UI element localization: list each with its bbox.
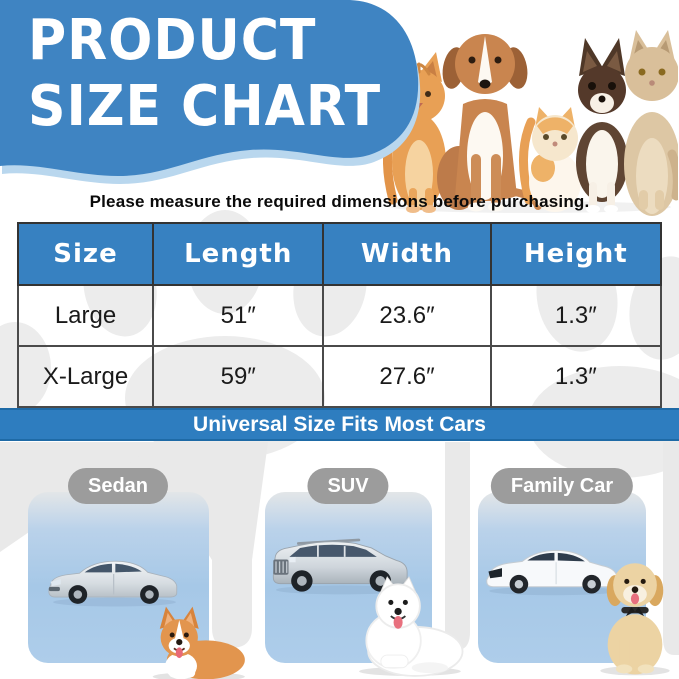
golden-retriever-puppy-icon [600,563,670,676]
cream-cat-photo [624,30,678,216]
cell-length: 59″ [152,345,325,408]
suv-car-icon [272,538,408,595]
cell-width: 27.6″ [322,345,492,408]
column-header-width: Width [322,222,492,286]
corgi-puppy-icon [152,606,245,679]
universal-size-banner: Universal Size Fits Most Cars [0,408,679,441]
vehicle-label-suv: SUV [307,468,389,504]
cell-size: X-Large [16,345,155,408]
tan-white-dog-photo [437,34,542,212]
chihuahua-photo [576,38,628,213]
size-chart-table: Size Length Width Height Large 51″ 23.6″… [16,222,663,408]
table-header-row: Size Length Width Height [16,222,663,286]
vehicle-label-sedan: Sedan [67,468,169,504]
column-header-height: Height [489,222,663,286]
column-header-size: Size [16,222,155,286]
vehicle-label-family-car: Family Car [490,468,634,504]
cell-height: 1.3″ [489,345,663,408]
cell-width: 23.6″ [322,284,492,347]
column-header-length: Length [152,222,325,286]
cell-height: 1.3″ [489,284,663,347]
banner-text: Universal Size Fits Most Cars [193,412,486,436]
measure-notice: Please measure the required dimensions b… [89,192,590,211]
cell-length: 51″ [152,284,325,347]
table-row: X-Large 59″ 27.6″ 1.3″ [16,345,663,408]
orange-white-cat-photo [518,107,581,212]
title-background-blob [0,0,421,184]
family-car-icon [486,549,618,596]
sedan-car-icon [48,560,178,607]
table-row: Large 51″ 23.6″ 1.3″ [16,284,663,347]
page-title-line2: SIZE CHART [28,74,382,139]
samoyed-dog-icon [359,576,464,677]
page-title-line1: PRODUCT [28,8,317,73]
cell-size: Large [16,284,155,347]
cats-and-dogs-photo [383,30,678,216]
